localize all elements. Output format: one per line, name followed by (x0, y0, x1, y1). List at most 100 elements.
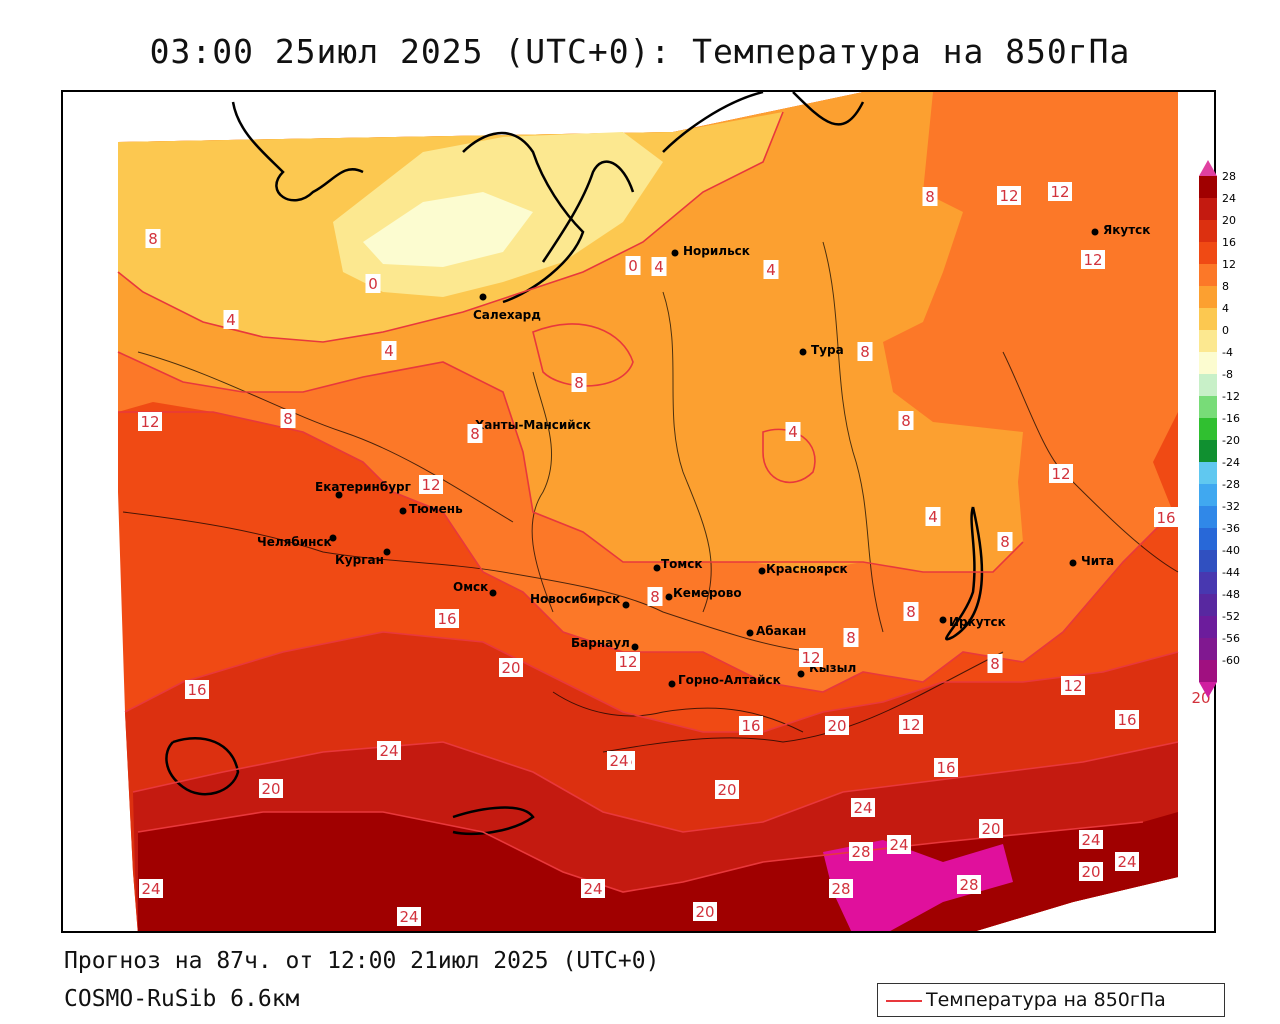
city-dot (668, 680, 676, 688)
map-panel[interactable]: Норильск Якутск Салехард Тура Ханты-Мансийск… (61, 90, 1216, 933)
scale-segment (1199, 660, 1217, 682)
isotherm-label-box (435, 609, 459, 628)
scale-segment (1199, 484, 1217, 506)
scale-segment (1199, 616, 1217, 638)
isotherm-label: 28 (959, 876, 978, 894)
isotherm-label-box (1154, 508, 1178, 527)
isotherm-label: 8 (283, 410, 293, 428)
isotherm-label: 16 (741, 717, 760, 735)
isotherm-label: 24 (583, 880, 602, 898)
legend-label: Температура на 850гПа (926, 989, 1166, 1011)
scale-tick-label: -48 (1222, 588, 1240, 601)
scale-tick-label: -24 (1222, 456, 1240, 469)
scale-segment (1199, 594, 1217, 616)
city-label: Томск (661, 557, 703, 571)
city-label: Абакан (756, 624, 806, 638)
isotherm-label-box (419, 475, 443, 494)
coastlines (165, 92, 984, 836)
isotherm-label: 4 (654, 258, 664, 276)
scale-tick-label: -8 (1222, 368, 1233, 381)
scale-segment (1199, 374, 1217, 396)
isotherm-label: 8 (574, 374, 584, 392)
legend: Температура на 850гПа (877, 983, 1225, 1017)
isotherm-label: 0 (368, 275, 378, 293)
model-info: COSMO-RuSib 6.6км (64, 986, 300, 1012)
isotherm-label-box (763, 260, 779, 279)
isotherm-label-box (647, 587, 663, 606)
scale-top-arrow (1199, 160, 1217, 176)
city-dot (335, 491, 343, 499)
isotherm-label-box (925, 507, 941, 526)
band-above-28 (823, 840, 1013, 931)
isotherm-label: 4 (384, 342, 394, 360)
isotherm-label: 12 (421, 476, 440, 494)
isotherm-label-box (997, 186, 1021, 205)
scale-segment (1199, 308, 1217, 330)
isotherm-label-box (997, 532, 1013, 551)
scale-tick-label: -20 (1222, 434, 1240, 447)
temperature-map: Норильск Якутск Салехард Тура Ханты-Мансийск… (117, 92, 1213, 931)
isotherm-label: 16 (437, 610, 456, 628)
city-dot (383, 548, 391, 556)
city-dot (671, 249, 679, 257)
isotherm-label: 4 (766, 261, 776, 279)
isotherm-label: 24 (889, 836, 908, 854)
city-dot (479, 293, 487, 301)
isotherm-label-box (898, 411, 914, 430)
city-dot (329, 534, 337, 542)
isotherm-label-box (625, 256, 641, 275)
isotherm-label-box (799, 648, 823, 667)
isotherm-label: 20 (1081, 863, 1100, 881)
isotherm-label-box (715, 780, 739, 799)
city-label: Тюмень (409, 502, 463, 516)
city-markers: Норильск Якутск Салехард Тура Ханты-Мансийск… (257, 223, 1150, 688)
isotherm-label-box (616, 652, 640, 671)
isotherm-label: 12 (1051, 465, 1070, 483)
isotherm-label-box (139, 879, 163, 898)
isotherm-label-box (693, 902, 717, 921)
forecast-info: Прогноз на 87ч. от 12:00 21июл 2025 (UTC… (64, 948, 660, 974)
isotherm-label-box (1115, 710, 1139, 729)
isotherm-label: 12 (1063, 677, 1082, 695)
isotherm-label-box (1115, 852, 1139, 871)
isotherm-label: 8 (650, 588, 660, 606)
city-label: Чита (1081, 554, 1114, 568)
isotherm-label-box (1079, 830, 1103, 849)
city-label: Ханты-Мансийск (475, 418, 591, 432)
scale-tick-label: 24 (1222, 192, 1236, 205)
isotherm-label: 4 (928, 508, 938, 526)
scale-segment (1199, 528, 1217, 550)
isotherm-label-box (185, 680, 209, 699)
isotherm-label-box (397, 907, 421, 926)
isotherm-label: 16 (187, 681, 206, 699)
scale-segment (1199, 506, 1217, 528)
city-dot (665, 593, 673, 601)
scale-segment (1199, 242, 1217, 264)
isotherm-label-box (499, 658, 523, 677)
city-dot (1069, 559, 1077, 567)
scale-tick-label: 12 (1222, 258, 1236, 271)
isotherm-label-box (899, 715, 923, 734)
isotherm-label-box (934, 758, 958, 777)
scale-tick-label: -28 (1222, 478, 1240, 491)
city-dot (653, 564, 661, 572)
scale-tick-label: -40 (1222, 544, 1240, 557)
isotherm-label-box (1079, 862, 1103, 881)
temperature-fields (118, 92, 1178, 931)
isotherm-label: 4 (788, 423, 798, 441)
scale-bottom-arrow (1199, 682, 1217, 698)
city-dot (631, 643, 639, 651)
city-dot (746, 629, 754, 637)
isotherm-label: 20 (501, 659, 520, 677)
city-label: Иркутск (949, 615, 1006, 629)
scale-segment (1199, 286, 1217, 308)
scale-segment (1199, 638, 1217, 660)
isotherm-label-box (903, 602, 919, 621)
city-label: Якутск (1103, 223, 1150, 237)
city-label: Челябинск (257, 535, 332, 549)
city-dot (797, 670, 805, 678)
isotherm-label: 20 (827, 717, 846, 735)
isotherm-label-box (739, 716, 763, 735)
isotherm-label: 20 (261, 780, 280, 798)
isotherm-label: 12 (801, 649, 820, 667)
